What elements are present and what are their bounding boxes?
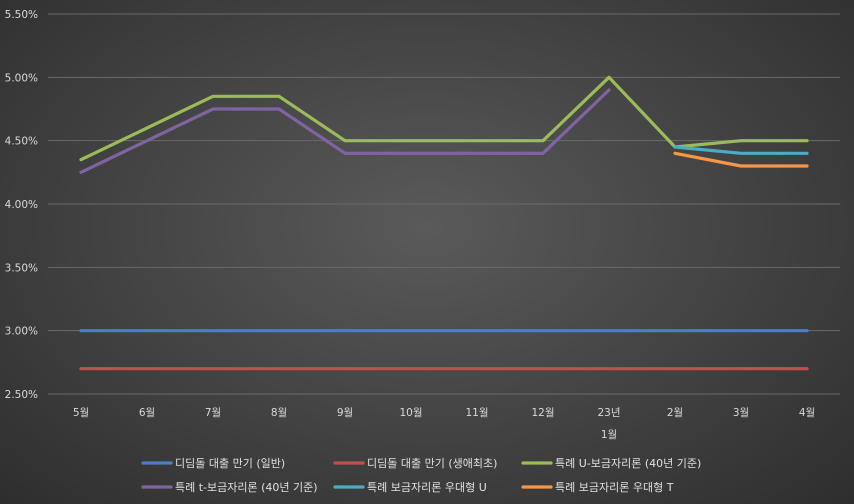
x-tick-label: 23년 bbox=[597, 407, 620, 419]
x-tick-label: 12월 bbox=[531, 407, 554, 419]
legend-label: 특례 보금자리론 우대형 U bbox=[367, 481, 487, 494]
y-tick-label: 2.50% bbox=[5, 389, 38, 401]
x-tick-label: 7월 bbox=[205, 407, 221, 419]
y-tick-label: 3.00% bbox=[5, 326, 38, 338]
series-line bbox=[79, 75, 809, 162]
x-tick-label: 3월 bbox=[733, 407, 749, 419]
legend-label: 디딤돌 대출 만기 (일반) bbox=[175, 456, 285, 470]
y-tick-label: 5.50% bbox=[5, 9, 38, 21]
legend-label: 특례 보금자리론 우대형 T bbox=[555, 481, 674, 494]
y-tick-label: 4.50% bbox=[5, 136, 38, 148]
x-tick-label: 9월 bbox=[337, 407, 353, 419]
y-tick-label: 5.00% bbox=[5, 72, 38, 84]
grid bbox=[48, 13, 840, 395]
series-lines bbox=[79, 75, 809, 371]
series-line bbox=[673, 145, 809, 155]
series-line bbox=[673, 151, 809, 168]
y-tick-label: 3.50% bbox=[5, 262, 38, 274]
x-tick-label: 1월 bbox=[601, 429, 617, 441]
y-tick-label: 4.00% bbox=[5, 199, 38, 211]
series-line bbox=[79, 88, 611, 174]
legend-label: 특례 U-보금자리론 (40년 기준) bbox=[555, 457, 701, 470]
x-tick-label: 11월 bbox=[465, 407, 488, 419]
x-tick-label: 6월 bbox=[139, 407, 155, 419]
legend-label: 특례 t-보금자리론 (40년 기준) bbox=[175, 481, 318, 494]
legend: 디딤돌 대출 만기 (일반) 디딤돌 대출 만기 (생애최초) 특례 U-보금자리론… bbox=[141, 456, 701, 494]
x-tick-label: 2월 bbox=[667, 407, 683, 419]
x-tick-label: 10월 bbox=[399, 407, 422, 419]
legend-label: 디딤돌 대출 만기 (생애최초) bbox=[367, 457, 497, 470]
x-tick-label: 8월 bbox=[271, 407, 287, 419]
x-tick-label: 5월 bbox=[73, 407, 89, 419]
y-axis: 2.50% 3.00% 3.50% 4.00% 4.50% 5.00% 5.50% bbox=[5, 9, 38, 401]
x-tick-label: 4월 bbox=[799, 407, 815, 419]
x-axis: 5월 6월 7월 8월 9월 10월 11월 12월 23년 1월 2월 3월 4월 bbox=[73, 407, 815, 441]
